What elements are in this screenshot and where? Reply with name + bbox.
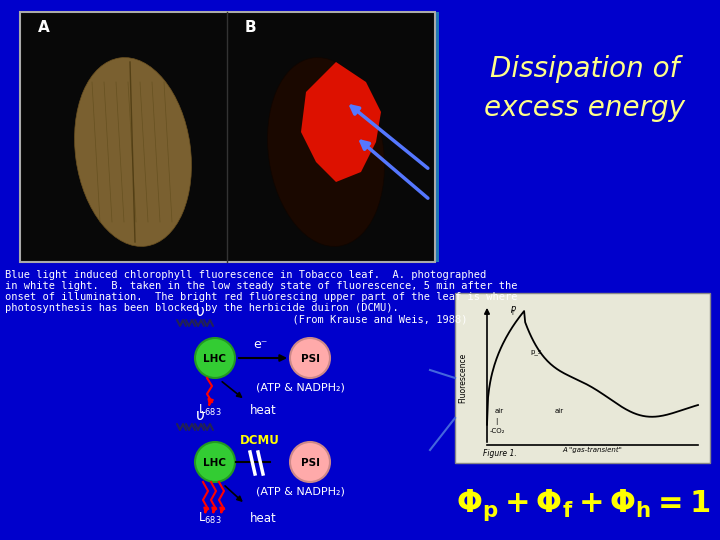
Text: air: air — [495, 408, 504, 414]
Text: $\mathbf{\Phi_p + \Phi_f + \Phi_h = 1}$: $\mathbf{\Phi_p + \Phi_f + \Phi_h = 1}$ — [456, 487, 710, 523]
Bar — [20, 12, 435, 262]
Text: (ATP & NADPH₂): (ATP & NADPH₂) — [256, 383, 344, 393]
Text: A: A — [38, 20, 50, 35]
Text: Blue light induced chlorophyll fluorescence in Tobacco leaf.  A. photographed: Blue light induced chlorophyll fluoresce… — [5, 270, 486, 280]
Text: L$_{683}$: L$_{683}$ — [198, 511, 222, 526]
Text: Fluorescence: Fluorescence — [459, 353, 467, 403]
Ellipse shape — [268, 58, 384, 246]
Text: (From Krause and Weis, 1988): (From Krause and Weis, 1988) — [5, 314, 467, 324]
Text: p_s: p_s — [530, 349, 541, 355]
Text: -CO₂: -CO₂ — [490, 428, 505, 434]
Ellipse shape — [75, 58, 192, 246]
Text: Figure 1.: Figure 1. — [483, 449, 517, 458]
Text: PSI: PSI — [300, 458, 320, 468]
Circle shape — [195, 442, 235, 482]
Bar — [227, 12, 439, 262]
Text: photosynthesis has been blocked by the herbicide duiron (DCMU).: photosynthesis has been blocked by the h… — [5, 303, 399, 313]
Text: heat: heat — [250, 512, 276, 525]
Text: LHC: LHC — [204, 354, 227, 364]
Text: air: air — [555, 408, 564, 414]
Text: e⁻: e⁻ — [253, 338, 267, 351]
Text: |: | — [495, 418, 498, 425]
Text: υ: υ — [196, 408, 204, 423]
Text: Dissipation of
excess energy: Dissipation of excess energy — [485, 55, 685, 122]
Text: PSI: PSI — [300, 354, 320, 364]
Text: B: B — [245, 20, 256, 35]
Text: (ATP & NADPH₂): (ATP & NADPH₂) — [256, 487, 344, 497]
Circle shape — [195, 338, 235, 378]
Circle shape — [290, 442, 330, 482]
Text: A "gas-transient": A "gas-transient" — [562, 447, 622, 453]
Text: υ: υ — [196, 304, 204, 319]
Text: L$_{683}$: L$_{683}$ — [198, 403, 222, 418]
Text: onset of illumination.  The bright red fluorescing upper part of the leaf is whe: onset of illumination. The bright red fl… — [5, 292, 518, 302]
Polygon shape — [301, 62, 381, 182]
Text: p: p — [510, 304, 516, 313]
Text: LHC: LHC — [204, 458, 227, 468]
Text: DCMU: DCMU — [240, 434, 280, 447]
Circle shape — [290, 338, 330, 378]
Text: in white light.  B. taken in the low steady state of fluorescence, 5 min after t: in white light. B. taken in the low stea… — [5, 281, 518, 291]
Bar — [455, 293, 710, 463]
Text: ↑: ↑ — [510, 310, 516, 316]
Text: heat: heat — [250, 404, 276, 417]
